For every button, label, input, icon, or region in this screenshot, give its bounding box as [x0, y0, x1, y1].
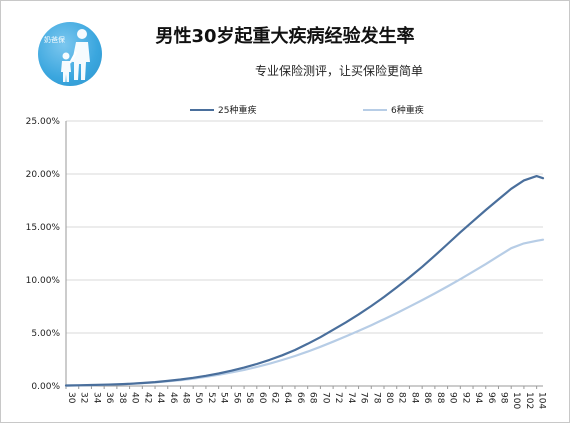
x-tick-label: 64: [282, 392, 292, 404]
x-tick-label: 76: [359, 392, 369, 404]
x-tick-label: 32: [79, 392, 89, 403]
series-line-2: [64, 238, 545, 387]
x-tick-label: 38: [117, 392, 127, 404]
x-tick-label: 30: [66, 392, 76, 404]
chart-title: 男性30岁起重大疾病经验发生率: [155, 26, 415, 47]
x-tick-label: 34: [91, 392, 101, 404]
x-tick-label: 92: [460, 392, 470, 403]
x-tick-label: 98: [498, 392, 508, 404]
logo-text: 奶爸保: [44, 36, 65, 44]
x-tick-label: 96: [486, 392, 496, 404]
x-tick-label: 60: [257, 392, 267, 404]
x-tick-label: 78: [371, 392, 381, 404]
x-tick-label: 102: [524, 392, 534, 409]
x-tick-label: 54: [219, 392, 229, 404]
x-tick-label: 62: [270, 392, 280, 403]
x-tick-label: 86: [422, 392, 432, 404]
x-tick-label: 36: [104, 392, 114, 404]
x-tick-label: 94: [473, 392, 483, 404]
brand-logo: [38, 22, 102, 86]
x-tick-label: 42: [142, 392, 152, 403]
x-tick-label: 44: [155, 392, 165, 404]
x-tick-label: 58: [244, 392, 254, 404]
x-tick-label: 80: [384, 392, 394, 404]
y-tick-label: 25.00%: [26, 117, 61, 127]
parent-child-icon: [61, 29, 90, 82]
x-tick-label: 68: [308, 392, 318, 404]
x-tick-label: 40: [130, 392, 140, 404]
y-tick-label: 0.00%: [31, 382, 60, 392]
y-tick-label: 15.00%: [26, 223, 61, 233]
legend-swatch-series-1: [190, 108, 214, 111]
x-tick-label: 82: [397, 392, 407, 403]
x-tick-label: 66: [295, 392, 305, 404]
series-line-1: [64, 175, 545, 387]
x-tick-label: 70: [320, 392, 330, 404]
x-tick-label: 48: [180, 392, 190, 404]
x-tick-label: 84: [409, 392, 419, 404]
x-tick-label: 88: [435, 392, 445, 404]
x-tick-label: 90: [448, 392, 458, 404]
legend-label-series-1: 25种重疾: [218, 106, 257, 116]
y-tick-label: 20.00%: [26, 170, 61, 180]
legend-swatch-series-2: [363, 108, 387, 111]
x-tick-label: 104: [537, 392, 547, 409]
x-tick-label: 100: [511, 392, 521, 409]
y-tick-label: 5.00%: [31, 329, 60, 339]
legend-item-series-1: 25种重疾: [190, 103, 256, 116]
y-tick-label: 10.00%: [26, 276, 61, 286]
legend-item-series-2: 6种重疾: [363, 103, 424, 116]
legend-label-series-2: 6种重疾: [391, 106, 424, 116]
x-tick-label: 50: [193, 392, 203, 404]
x-tick-label: 72: [333, 392, 343, 403]
chart-subtitle: 专业保险测评，让买保险更简单: [255, 64, 424, 78]
x-tick-label: 74: [346, 392, 356, 404]
x-tick-label: 56: [231, 392, 241, 404]
x-tick-label: 46: [168, 392, 178, 404]
x-tick-label: 52: [206, 392, 216, 403]
